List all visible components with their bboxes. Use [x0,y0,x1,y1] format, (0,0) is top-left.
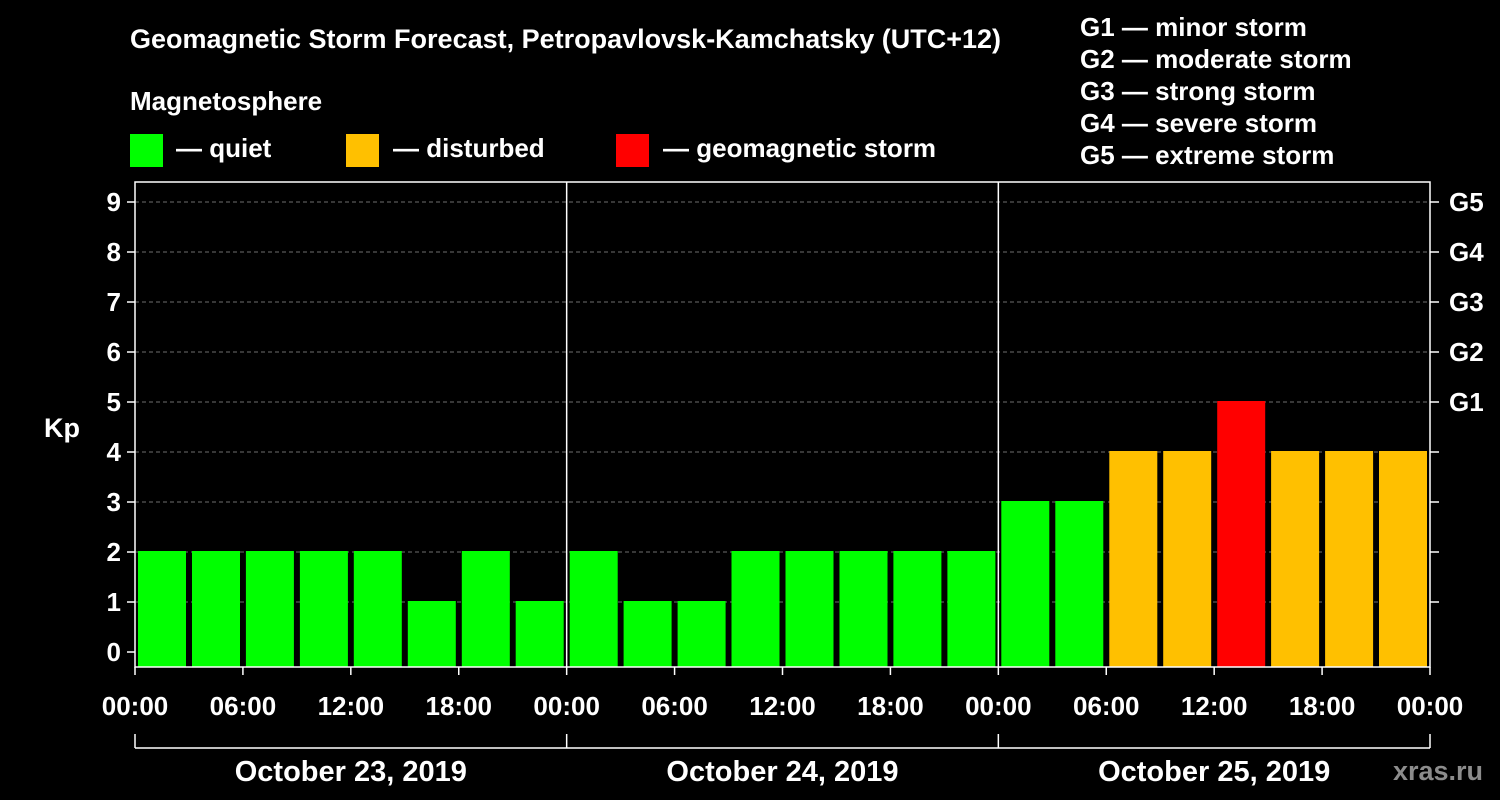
right-axis-label-g2: G2 [1449,337,1484,367]
day-label-1: October 24, 2019 [666,756,898,788]
legend-swatch-disturbed [346,134,379,167]
y-tick-label-0: 0 [107,637,121,667]
bar-0 [138,551,186,667]
bar-4 [353,551,402,667]
bar-6 [461,551,510,667]
storm-scale-legend: G1 — minor storm G2 — moderate storm G3 … [1080,12,1352,170]
bar-10 [677,601,726,667]
day-label-0: October 23, 2019 [235,756,467,788]
legend-swatch-quiet [130,134,163,167]
bar-19 [1163,451,1212,667]
x-tick-label-5: 06:00 [641,691,708,721]
storm-scale-g4: G4 — severe storm [1080,108,1317,138]
y-tick-label-4: 4 [107,437,122,467]
bar-11 [731,551,780,667]
right-axis-label-g3: G3 [1449,287,1484,317]
y-tick-label-7: 7 [107,287,121,317]
right-axis-label-g4: G4 [1449,237,1484,267]
legend-swatch-storm [616,134,649,167]
y-axis-label: Kp [44,413,80,443]
plot-area: 0 1 2 3 4 5 6 7 8 9 G1 G2 G3 G4 G5 00:00 06:00 12:00 18:00… [102,181,1484,788]
bar-14 [893,551,942,667]
bar-17 [1055,501,1104,667]
bar-20 [1217,401,1266,667]
y-tick-label-9: 9 [107,187,121,217]
bar-23 [1379,451,1427,667]
storm-scale-g5: G5 — extreme storm [1080,140,1334,170]
x-tick-label-9: 06:00 [1073,691,1140,721]
bar-9 [623,601,672,667]
y-tick-label-2: 2 [107,537,121,567]
x-tick-label-8: 00:00 [965,691,1032,721]
x-tick-label-4: 00:00 [533,691,600,721]
x-tick-label-12: 00:00 [1397,691,1464,721]
legend-label-disturbed: — disturbed [393,133,545,163]
bar-13 [839,551,888,667]
x-tick-label-1: 06:00 [210,691,277,721]
y-tick-label-8: 8 [107,237,121,267]
x-tick-label-2: 12:00 [318,691,385,721]
x-tick-label-6: 12:00 [749,691,816,721]
y-tick-label-5: 5 [107,387,121,417]
bar-18 [1109,451,1158,667]
y-tick-label-1: 1 [107,587,121,617]
bar-7 [515,601,564,667]
y-tick-label-6: 6 [107,337,121,367]
chart-title: Geomagnetic Storm Forecast, Petropavlovs… [130,24,1001,54]
y-tick-label-3: 3 [107,487,121,517]
legend-heading: Magnetosphere [130,86,322,116]
bar-3 [299,551,348,667]
storm-scale-g3: G3 — strong storm [1080,76,1315,106]
bar-22 [1325,451,1374,667]
bar-15 [947,551,996,667]
x-tick-label-0: 00:00 [102,691,169,721]
x-tick-label-3: 18:00 [426,691,493,721]
bar-21 [1271,451,1320,667]
bar-12 [785,551,834,667]
legend-label-quiet: — quiet [176,133,272,163]
bar-2 [245,551,294,667]
bar-16 [1001,501,1050,667]
x-tick-label-7: 18:00 [857,691,924,721]
legend-label-storm: — geomagnetic storm [663,133,936,163]
bar-8 [569,551,618,667]
day-label-2: October 25, 2019 [1098,756,1330,788]
x-tick-label-10: 12:00 [1181,691,1248,721]
right-axis-label-g1: G1 [1449,387,1484,417]
storm-scale-g2: G2 — moderate storm [1080,44,1352,74]
bar-1 [192,551,240,667]
x-tick-label-11: 18:00 [1289,691,1356,721]
watermark: xras.ru [1393,756,1483,786]
right-axis-label-g5: G5 [1449,187,1484,217]
storm-scale-g1: G1 — minor storm [1080,12,1307,42]
bar-5 [407,601,456,667]
legend: — quiet — disturbed — geomagnetic storm [130,133,936,167]
